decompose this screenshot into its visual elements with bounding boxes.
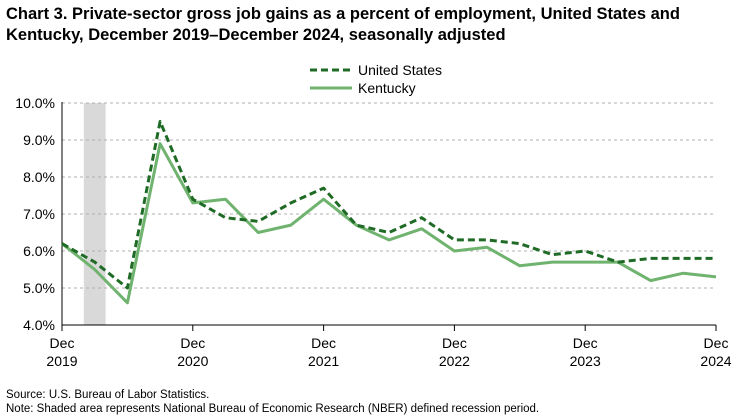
x-tick-label-month: Dec: [573, 335, 598, 351]
shading-note: Note: Shaded area represents National Bu…: [6, 403, 540, 415]
y-tick-label: 7.0%: [23, 206, 55, 222]
legend-label: Kentucky: [358, 80, 416, 96]
x-tick-label-year: 2024: [700, 353, 731, 369]
chart-title: Chart 3. Private-sector gross job gains …: [6, 5, 680, 44]
x-tick-label-year: 2021: [308, 353, 339, 369]
y-tick-label: 6.0%: [23, 243, 55, 259]
y-tick-label: 5.0%: [23, 280, 55, 296]
x-tick-label-year: 2023: [570, 353, 601, 369]
x-tick-label-year: 2022: [439, 353, 470, 369]
x-tick-label-month: Dec: [311, 335, 336, 351]
tick-labels: 4.0% 5.0% 6.0% 7.0% 8.0% 9.0% 10.0% Dec 2019 Dec 2…: [15, 95, 731, 369]
x-tick-label-year: 2019: [46, 353, 77, 369]
y-tick-label: 9.0%: [23, 132, 55, 148]
y-tick-label: 4.0%: [23, 317, 55, 333]
y-tick-label: 8.0%: [23, 169, 55, 185]
series-line-kentucky: [61, 142, 717, 305]
gridlines: [62, 102, 716, 289]
series-line-united-states: [61, 120, 716, 290]
legend-label: United States: [358, 62, 442, 78]
line-chart: 4.0% 5.0% 6.0% 7.0% 8.0% 9.0% 10.0% Dec 2019 Dec 2…: [15, 62, 731, 369]
x-tick-label-year: 2020: [177, 353, 208, 369]
x-tick-label-month: Dec: [50, 335, 75, 351]
source-note: Source: U.S. Bureau of Labor Statistics.: [6, 389, 210, 401]
x-tick-label-month: Dec: [704, 335, 729, 351]
axes: [61, 102, 717, 331]
series-lines: [61, 120, 717, 305]
x-tick-label-month: Dec: [180, 335, 205, 351]
y-tick-label: 10.0%: [15, 95, 55, 111]
legend: United States Kentucky: [310, 62, 442, 96]
x-tick-label-month: Dec: [442, 335, 467, 351]
